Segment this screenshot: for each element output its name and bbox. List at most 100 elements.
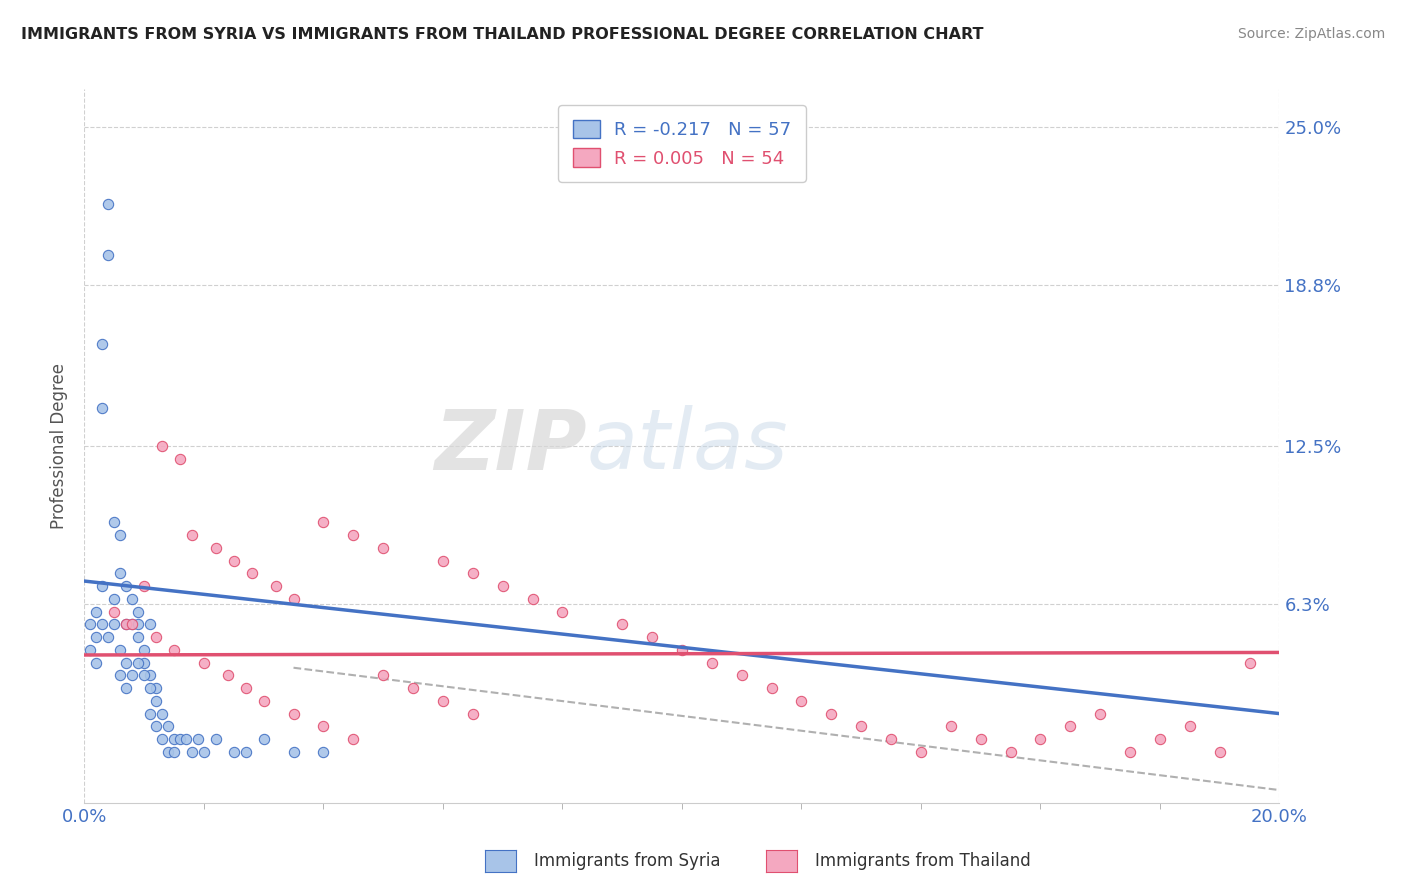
Point: [86, 656, 108, 670]
Point: [139, 668, 162, 682]
Point: [79, 643, 101, 657]
Point: [235, 681, 257, 695]
Point: [127, 630, 149, 644]
Point: [970, 732, 993, 747]
Point: [115, 579, 138, 593]
Point: [461, 566, 484, 581]
Point: [910, 745, 932, 759]
Point: [97, 630, 120, 644]
Point: [790, 694, 813, 708]
Point: [205, 541, 228, 555]
Point: [103, 591, 125, 606]
Point: [193, 656, 215, 670]
Point: [127, 617, 149, 632]
Point: [432, 554, 454, 568]
Point: [371, 541, 394, 555]
Point: [150, 439, 173, 453]
Point: [174, 732, 197, 747]
Point: [163, 643, 186, 657]
Point: [127, 605, 149, 619]
Text: Immigrants from Thailand: Immigrants from Thailand: [815, 852, 1031, 870]
Point: [1149, 732, 1171, 747]
Point: [180, 528, 204, 542]
Point: [761, 681, 783, 695]
Point: [180, 745, 204, 759]
Point: [91, 337, 114, 351]
Point: [132, 579, 156, 593]
Point: [522, 591, 544, 606]
Point: [461, 706, 484, 721]
Point: [121, 617, 143, 632]
Point: [132, 643, 156, 657]
Point: [157, 745, 180, 759]
Text: Source: ZipAtlas.com: Source: ZipAtlas.com: [1237, 27, 1385, 41]
Point: [163, 745, 186, 759]
Point: [264, 579, 287, 593]
Point: [849, 719, 872, 733]
Point: [91, 617, 114, 632]
Point: [205, 732, 228, 747]
Point: [157, 719, 180, 733]
Point: [97, 248, 120, 262]
Point: [371, 668, 394, 682]
Point: [79, 617, 101, 632]
Point: [610, 617, 633, 632]
Point: [1029, 732, 1052, 747]
Point: [103, 516, 125, 530]
Point: [110, 643, 132, 657]
Point: [169, 732, 191, 747]
Point: [103, 617, 125, 632]
Point: [253, 694, 276, 708]
Point: [312, 516, 335, 530]
Point: [145, 630, 167, 644]
Point: [169, 451, 191, 466]
Point: [492, 579, 515, 593]
Point: [551, 605, 574, 619]
Point: [150, 706, 173, 721]
Y-axis label: Professional Degree: Professional Degree: [51, 363, 69, 529]
Point: [312, 745, 335, 759]
Point: [1000, 745, 1022, 759]
Point: [342, 732, 364, 747]
Point: [402, 681, 425, 695]
Point: [91, 579, 114, 593]
Point: [1178, 719, 1201, 733]
Point: [671, 643, 693, 657]
Point: [139, 706, 162, 721]
Point: [283, 706, 305, 721]
Point: [132, 668, 156, 682]
Point: [235, 745, 257, 759]
Point: [1208, 745, 1232, 759]
Point: [217, 668, 239, 682]
Point: [86, 630, 108, 644]
Text: IMMIGRANTS FROM SYRIA VS IMMIGRANTS FROM THAILAND PROFESSIONAL DEGREE CORRELATIO: IMMIGRANTS FROM SYRIA VS IMMIGRANTS FROM…: [21, 27, 984, 42]
Point: [880, 732, 903, 747]
Point: [115, 656, 138, 670]
Point: [121, 668, 143, 682]
Point: [1059, 719, 1081, 733]
Point: [145, 694, 167, 708]
Point: [820, 706, 842, 721]
Point: [283, 745, 305, 759]
Point: [342, 528, 364, 542]
Point: [91, 401, 114, 415]
Point: [110, 566, 132, 581]
Point: [939, 719, 962, 733]
Point: [110, 668, 132, 682]
Point: [253, 732, 276, 747]
Point: [145, 681, 167, 695]
Point: [641, 630, 664, 644]
Point: [115, 617, 138, 632]
Point: [145, 719, 167, 733]
Point: [115, 617, 138, 632]
Point: [121, 617, 143, 632]
Point: [312, 719, 335, 733]
Point: [222, 745, 245, 759]
Point: [132, 656, 156, 670]
Text: ZIP: ZIP: [433, 406, 586, 486]
Point: [163, 732, 186, 747]
Point: [1090, 706, 1112, 721]
Point: [240, 566, 263, 581]
Point: [115, 681, 138, 695]
Point: [222, 554, 245, 568]
